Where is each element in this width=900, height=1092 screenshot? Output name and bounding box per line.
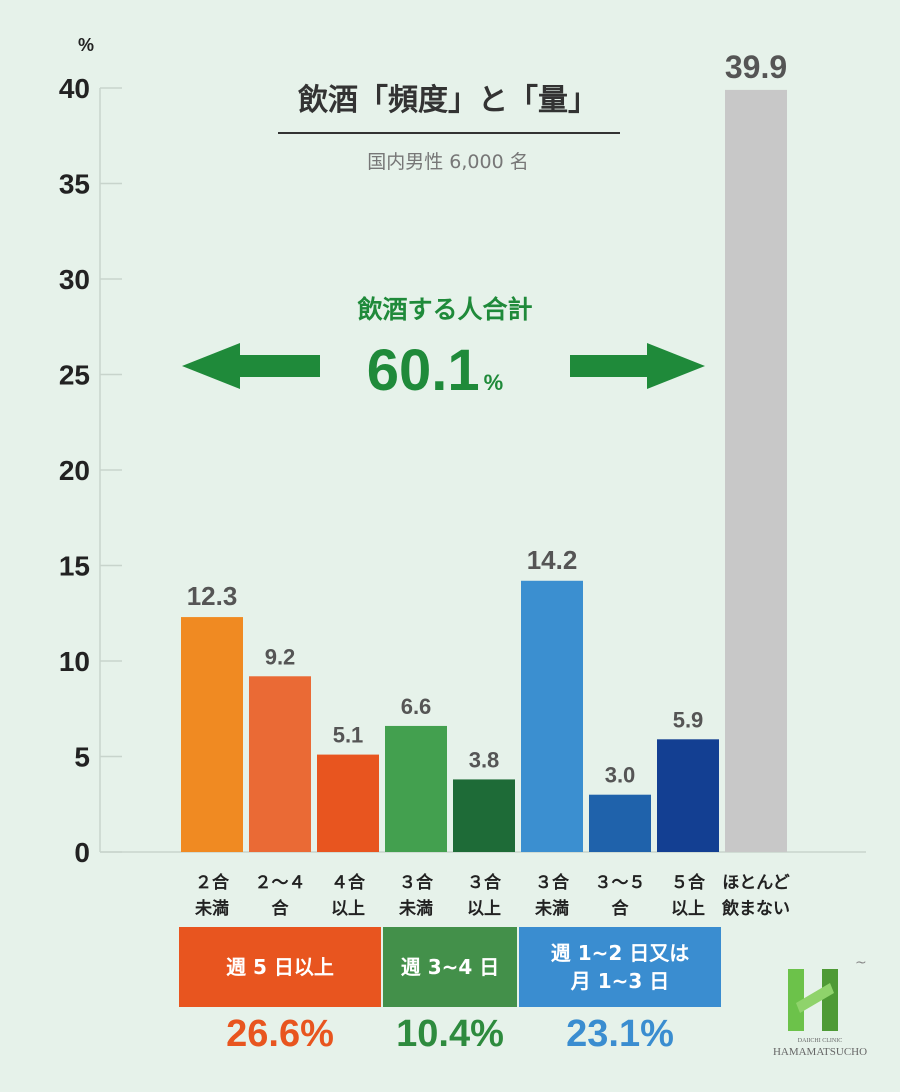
bar-value-label: 6.6 xyxy=(401,694,432,719)
clinic-logo: ~ DAIICHI CLINIC HAMAMATSUCHO xyxy=(760,955,880,1065)
category-label: ３合 xyxy=(399,872,434,893)
bars xyxy=(181,89,787,852)
category-label: 以上 xyxy=(671,899,705,919)
frequency-group-box: 週 3~4 日 xyxy=(383,927,517,1007)
category-label: ５合 xyxy=(671,872,706,893)
bar xyxy=(657,739,719,852)
bar-value-label: 12.3 xyxy=(187,581,238,611)
category-label: 未満 xyxy=(398,898,433,919)
category-label: 合 xyxy=(272,898,290,919)
category-label: ２合 xyxy=(195,872,230,893)
frequency-group-total: 26.6% xyxy=(226,1013,334,1055)
bar xyxy=(385,725,447,852)
frequency-group-box: 週 1~2 日又は月 1~3 日 xyxy=(519,927,721,1007)
y-tick-label: 20 xyxy=(59,455,90,486)
y-tick-label: 30 xyxy=(59,264,90,295)
category-label: 以上 xyxy=(467,899,501,919)
clinic-logo-mark-icon: ~ DAIICHI CLINIC HAMAMATSUCHO xyxy=(773,955,867,1058)
category-label: ３〜５ xyxy=(595,873,646,893)
y-tick-label: 15 xyxy=(59,551,90,582)
bar-value-label: 39.9 xyxy=(725,49,787,85)
y-axis-unit: % xyxy=(78,35,94,55)
bar xyxy=(453,779,515,852)
bar-value-label: 14.2 xyxy=(527,545,578,575)
bar-value-label: 5.9 xyxy=(673,707,704,732)
category-label: ３合 xyxy=(535,872,570,893)
y-tick-label: 10 xyxy=(59,646,90,677)
axes: 0 5 10 15 20 25 30 35 40% xyxy=(59,35,866,868)
left-arrow-icon xyxy=(182,343,320,389)
y-tick-label: 0 xyxy=(74,837,90,868)
data-labels: 12.3 9.2 5.1 6.6 3.8 14.2 3.0 5.9 39.9 xyxy=(187,49,787,788)
bar-value-label: 5.1 xyxy=(333,723,364,748)
frequency-group-total: 10.4% xyxy=(396,1013,504,1055)
bar xyxy=(317,754,379,852)
bar xyxy=(249,676,311,852)
chart-title: 飲酒「頻度」と「量」 xyxy=(298,83,598,118)
right-arrow-icon xyxy=(570,343,705,389)
bar xyxy=(521,580,583,852)
frequency-group-label: 週 5 日以上 xyxy=(226,953,334,981)
frequency-group-box: 週 5 日以上 xyxy=(179,927,381,1007)
y-tick-label: 40 xyxy=(59,73,90,104)
chart-subtitle: 国内男性 6,000 名 xyxy=(367,151,528,173)
y-tick-label: 5 xyxy=(74,742,90,773)
y-tick-label: 35 xyxy=(59,169,90,200)
drinkers-total-value: 60.1 xyxy=(367,338,480,403)
logo-text-bottom: HAMAMATSUCHO xyxy=(773,1046,867,1058)
frequency-group-label-line: 月 1~3 日 xyxy=(570,969,670,993)
logo-text-top: DAIICHI CLINIC xyxy=(798,1038,843,1044)
y-tick-label: 25 xyxy=(59,360,90,391)
category-label: 飲まない xyxy=(721,898,790,919)
category-label: 未満 xyxy=(194,898,229,919)
category-label: 未満 xyxy=(534,898,569,919)
drinkers-total-label: 飲酒する人合計 xyxy=(356,295,532,324)
frequency-group-label: 週 3~4 日 xyxy=(401,953,500,981)
category-label: ほとんど xyxy=(722,873,790,893)
bar xyxy=(181,617,243,852)
frequency-group-label-line: 週 5 日以上 xyxy=(226,955,334,979)
drinkers-total-unit: % xyxy=(484,370,504,395)
category-label: 合 xyxy=(612,898,630,919)
bar-value-label: 9.2 xyxy=(265,644,296,669)
frequency-group-label-line: 週 3~4 日 xyxy=(400,955,500,979)
frequency-group-total: 23.1% xyxy=(566,1013,674,1055)
bar-value-label: 3.8 xyxy=(469,747,500,772)
category-label: ３合 xyxy=(467,872,502,893)
bar xyxy=(725,89,787,852)
bar-value-label: 3.0 xyxy=(605,763,636,788)
frequency-group-label-line: 週 1~2 日又は xyxy=(550,941,690,965)
drinkers-total-figure: 60.1% xyxy=(367,338,503,403)
category-label: ４合 xyxy=(331,872,366,893)
frequency-group-label: 週 1~2 日又は月 1~3 日 xyxy=(551,939,690,995)
bar xyxy=(589,794,651,852)
category-label: ２〜４ xyxy=(255,873,306,893)
category-label: 以上 xyxy=(331,899,365,919)
svg-text:~: ~ xyxy=(855,955,867,971)
